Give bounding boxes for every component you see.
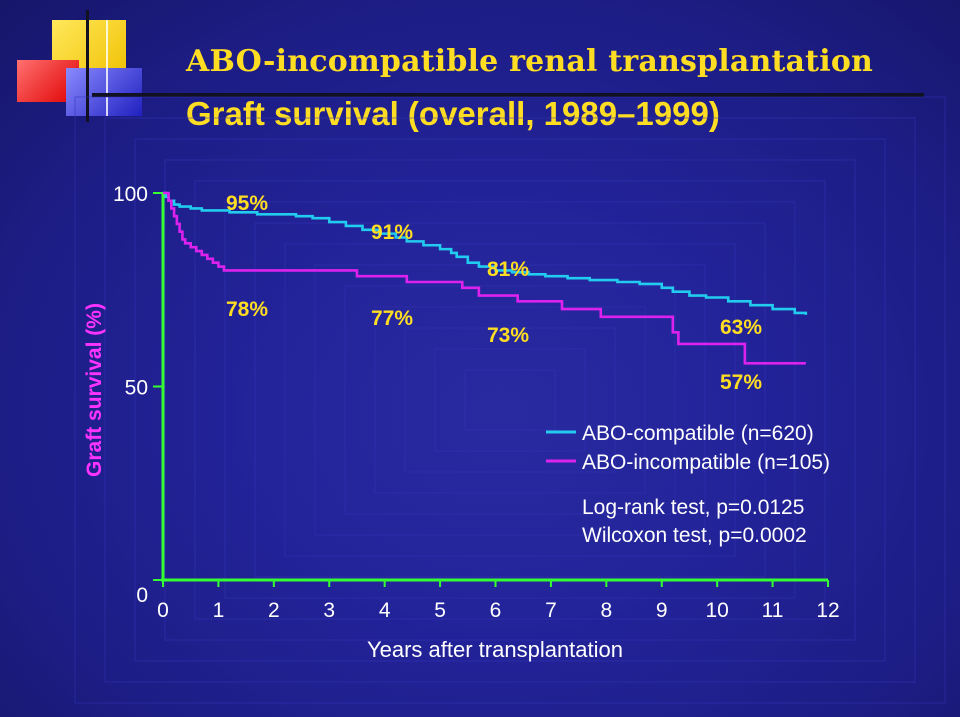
x-tick-label: 6 [490, 599, 502, 622]
decor-white-line-vertical [106, 20, 108, 116]
background-frame [404, 327, 616, 473]
x-tick-label: 11 [762, 599, 784, 622]
background-frame [284, 243, 736, 557]
background-frame [374, 306, 646, 494]
x-tick-label: 7 [545, 599, 557, 622]
chart-curves [163, 191, 808, 365]
decor-blue-square [66, 68, 142, 116]
survival-label-incompatible: 57% [720, 371, 762, 394]
background-frame [164, 159, 856, 641]
chart-labels: 95% 91% 81% 63% 78% 77% 73% 57% [226, 192, 762, 394]
legend-entry: ABO-compatible (n=620) [582, 422, 814, 445]
background-frame [74, 96, 946, 704]
slide-subtitle: Graft survival (overall, 1989–1999) [186, 95, 720, 132]
background-frame [314, 264, 706, 536]
background-frame [134, 138, 886, 662]
y-tick-label: 100 [113, 183, 148, 206]
survival-label-incompatible: 78% [226, 298, 268, 321]
x-tick-label: 5 [434, 599, 446, 622]
survival-label-compatible: 81% [487, 258, 529, 281]
background-frame [434, 348, 586, 452]
chart-legend: ABO-compatible (n=620) ABO-incompatible (… [546, 422, 830, 547]
background-frame [344, 285, 676, 515]
background-frame [224, 201, 796, 599]
background-frame [104, 117, 916, 683]
survival-label-compatible: 91% [371, 221, 413, 244]
survival-label-incompatible: 73% [487, 324, 529, 347]
survival-curve-incompatible [163, 191, 806, 365]
x-tick-label: 12 [816, 599, 839, 622]
y-tick-label: 0 [136, 584, 148, 607]
survival-label-compatible: 63% [720, 316, 762, 339]
statistics-line: Log-rank test, p=0.0125 [582, 496, 804, 519]
x-tick-label: 1 [213, 599, 225, 622]
survival-curve-compatible [163, 191, 808, 315]
background-frame [464, 369, 556, 431]
background-frames [74, 96, 946, 704]
legend-entry: ABO-incompatible (n=105) [582, 451, 830, 474]
survival-label-compatible: 95% [226, 192, 268, 215]
x-tick-label: 9 [656, 599, 668, 622]
background-frame [194, 180, 826, 620]
slide-title: ABO-incompatible renal transplantation [186, 44, 874, 79]
x-tick-label: 0 [157, 599, 169, 622]
y-tick-label: 50 [125, 377, 148, 400]
statistics-line: Wilcoxon test, p=0.0002 [582, 524, 807, 547]
background-frame [254, 222, 766, 578]
x-axis-title: Years after transplantation [367, 637, 623, 662]
survival-label-incompatible: 77% [371, 307, 413, 330]
x-tick-label: 3 [323, 599, 335, 622]
x-tick-label: 2 [268, 599, 280, 622]
x-tick-label: 10 [705, 599, 728, 622]
title-rule [92, 93, 924, 97]
x-tick-label: 8 [600, 599, 612, 622]
y-axis-title: Graft survival (%) [83, 303, 106, 477]
decor-vertical-bar [86, 10, 89, 122]
x-tick-label: 4 [379, 599, 391, 622]
